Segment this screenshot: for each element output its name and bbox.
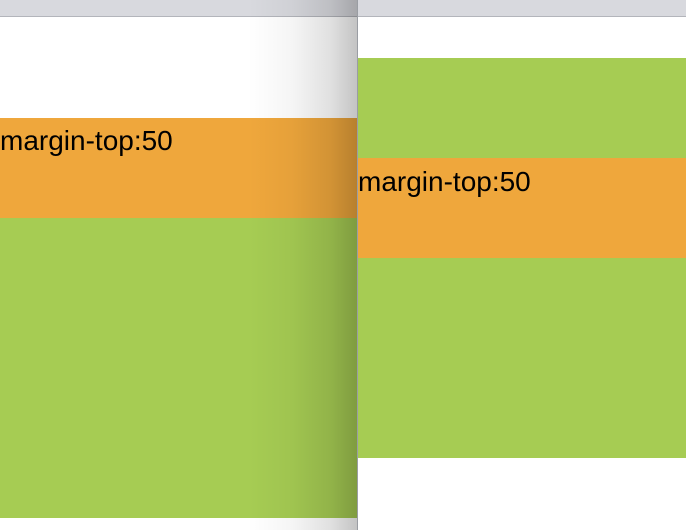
left-top-bar [0, 0, 358, 17]
left-green-box [0, 218, 358, 518]
right-orange-label: margin-top:50 [358, 166, 531, 197]
right-green-box [358, 58, 686, 458]
left-orange-label: margin-top:50 [0, 125, 173, 156]
pane-divider [357, 0, 358, 530]
left-pane: margin-top:50 [0, 0, 358, 530]
left-orange-box: margin-top:50 [0, 118, 358, 218]
right-pane: margin-top:50 [358, 0, 686, 530]
right-orange-box: margin-top:50 [358, 158, 686, 258]
right-top-bar [358, 0, 686, 17]
